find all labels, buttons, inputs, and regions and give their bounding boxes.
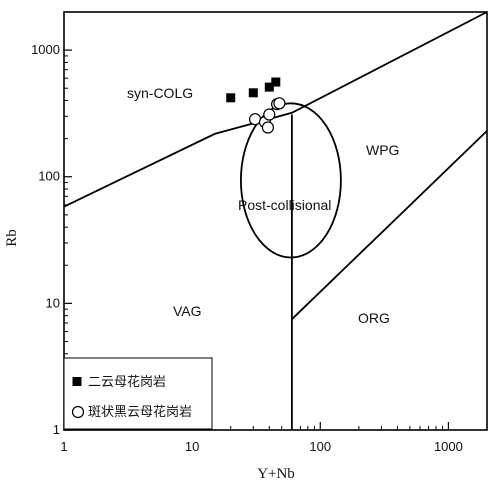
legend-label-series-2: 斑状黑云母花岗岩: [88, 404, 192, 420]
data-point-square: [264, 82, 274, 92]
y-tick-label: 10: [46, 295, 60, 310]
data-points: [226, 77, 286, 134]
data-point-square: [248, 88, 258, 98]
x-tick-label: 100: [309, 439, 331, 454]
data-point-circle: [263, 108, 276, 121]
data-point-circle: [273, 97, 286, 110]
data-point-circle: [249, 113, 262, 126]
legend-marker-circle-icon: [71, 405, 85, 419]
x-tick-label: 1: [60, 439, 67, 454]
x-axis-title: Y+Nb: [257, 466, 295, 482]
field-label-org: ORG: [358, 310, 390, 326]
x-tick-label: 1000: [434, 439, 463, 454]
data-point-circle: [261, 121, 274, 134]
field-label-wpg: WPG: [366, 142, 399, 158]
data-point-square: [226, 93, 236, 103]
post-collisional-ellipse: [239, 102, 342, 259]
y-tick-label: 100: [38, 169, 60, 184]
x-tick-label: 10: [185, 439, 199, 454]
boundary-line-3: [291, 130, 488, 320]
legend: 二云母花岗岩 斑状黑云母花岗岩: [63, 357, 213, 430]
y-tick-label: 1000: [31, 42, 60, 57]
field-label-syn-colg: syn-COLG: [127, 85, 193, 101]
y-axis-title: Rb: [4, 229, 20, 247]
legend-label-series-1: 二云母花岗岩: [88, 374, 166, 390]
data-point-square: [271, 77, 281, 87]
legend-box: [63, 357, 213, 430]
y-tick-label: 1: [53, 422, 60, 437]
field-label-post-collisional: Post-collisional: [238, 197, 331, 213]
legend-marker-square-icon: [72, 377, 82, 386]
field-label-vag: VAG: [173, 303, 202, 319]
plot-frame: [63, 11, 488, 431]
axis-ticks: 1 10 100 1000 1 10 100 1000: [31, 11, 488, 454]
